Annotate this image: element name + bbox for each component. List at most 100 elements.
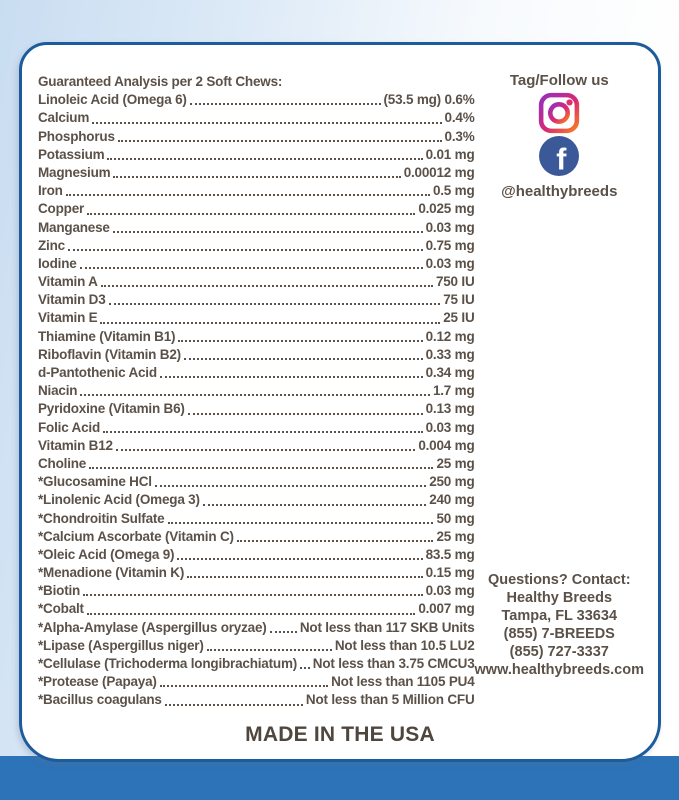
analysis-row-value: 750 IU	[435, 274, 475, 290]
guaranteed-analysis-list: Linoleic Acid (Omega 6) (53.5 mg) 0.6% C…	[38, 91, 475, 709]
analysis-row-value: 50 mg	[436, 510, 475, 526]
analysis-row-label: Vitamin E	[38, 310, 98, 326]
analysis-row: Copper 0.025 mg	[38, 200, 475, 218]
analysis-row-label: *Chondroitin Sulfate	[38, 510, 165, 526]
analysis-row-label: Iodine	[38, 255, 77, 271]
analysis-row-label: Riboflavin (Vitamin B2)	[38, 346, 181, 362]
analysis-row: *Biotin 0.03 mg	[38, 582, 475, 600]
analysis-row-value: 0.15 mg	[425, 565, 475, 581]
dotted-leader	[115, 448, 416, 451]
dotted-leader	[79, 267, 423, 270]
analysis-row: Iodine 0.03 mg	[38, 255, 475, 273]
dotted-leader	[159, 376, 423, 379]
dotted-leader	[189, 103, 381, 106]
analysis-row: Vitamin D3 75 IU	[38, 291, 475, 309]
analysis-row-value: 0.03 mg	[425, 419, 475, 435]
analysis-row: *Alpha-Amylase (Aspergillus oryzae) Not …	[38, 619, 475, 637]
analysis-row-label: Linoleic Acid (Omega 6)	[38, 92, 187, 108]
dotted-leader	[92, 121, 442, 124]
analysis-row: d-Pantothenic Acid 0.34 mg	[38, 364, 475, 382]
analysis-row-label: Phosphorus	[38, 128, 115, 144]
analysis-row: Phosphorus 0.3%	[38, 128, 475, 146]
analysis-row: Vitamin E 25 IU	[38, 309, 475, 327]
analysis-row-value: 0.34 mg	[425, 365, 475, 381]
dotted-leader	[154, 485, 427, 488]
dotted-leader	[183, 358, 423, 361]
analysis-row-label: Pyridoxine (Vitamin B6)	[38, 401, 185, 417]
guaranteed-analysis-header: Guaranteed Analysis per 2 Soft Chews:	[38, 74, 283, 89]
dotted-leader	[80, 394, 430, 397]
analysis-row: Thiamine (Vitamin B1) 0.12 mg	[38, 328, 475, 346]
analysis-row-label: Folic Acid	[38, 419, 101, 435]
analysis-row: Calcium 0.4%	[38, 109, 475, 127]
analysis-row-label: *Menadione (Vitamin K)	[38, 565, 185, 581]
analysis-row-label: *Biotin	[38, 583, 81, 599]
contact-block: Questions? Contact: Healthy Breeds Tampa…	[475, 571, 644, 679]
facebook-icon: f	[539, 136, 580, 181]
analysis-row-value: 0.5 mg	[432, 183, 475, 199]
analysis-row-label: Choline	[38, 455, 87, 471]
analysis-row-value: 250 mg	[429, 474, 475, 490]
dotted-leader	[100, 321, 441, 324]
analysis-row: Vitamin A 750 IU	[38, 273, 475, 291]
dotted-leader	[300, 667, 310, 670]
analysis-row-value: 0.007 mg	[418, 601, 475, 617]
analysis-row: Manganese 0.03 mg	[38, 219, 475, 237]
analysis-row: *Lipase (Aspergillus niger) Not less tha…	[38, 637, 475, 655]
analysis-row: *Oleic Acid (Omega 9) 83.5 mg	[38, 546, 475, 564]
dotted-leader	[177, 558, 423, 561]
social-contact-panel: Tag/Follow us	[475, 73, 644, 731]
analysis-row-value: 0.3%	[444, 128, 475, 144]
contact-company: Healthy Breeds	[506, 590, 613, 606]
social-handle: @healthybreeds	[501, 183, 618, 200]
analysis-row-value: Not less than 10.5 LU2	[334, 637, 475, 653]
analysis-row: Linoleic Acid (Omega 6) (53.5 mg) 0.6%	[38, 91, 475, 109]
analysis-row-value: 0.13 mg	[425, 401, 475, 417]
analysis-row-value: (53.5 mg) 0.6%	[383, 92, 475, 108]
analysis-row-value: 25 IU	[443, 310, 475, 326]
analysis-row-value: 0.01 mg	[425, 146, 475, 162]
analysis-row: Potassium 0.01 mg	[38, 146, 475, 164]
analysis-row-label: *Calcium Ascorbate (Vitamin C)	[38, 528, 234, 544]
analysis-row-value: Not less than 117 SKB Units	[299, 619, 475, 635]
analysis-row: Folic Acid 0.03 mg	[38, 419, 475, 437]
analysis-row-value: 0.12 mg	[425, 328, 475, 344]
analysis-row: *Cobalt 0.007 mg	[38, 600, 475, 618]
analysis-row-value: 0.4%	[444, 110, 475, 126]
contact-heading: Questions? Contact:	[487, 572, 631, 588]
analysis-row-value: 83.5 mg	[425, 546, 475, 562]
dotted-leader	[202, 503, 427, 506]
analysis-row-label: *Cellulase (Trichoderma longibrachiatum)	[38, 656, 298, 672]
analysis-row-label: Thiamine (Vitamin B1)	[38, 328, 176, 344]
contact-website: www.healthybreeds.com	[474, 662, 644, 678]
dotted-leader	[167, 521, 434, 524]
dotted-leader	[236, 539, 434, 542]
analysis-row-label: Calcium	[38, 110, 90, 126]
analysis-row: Pyridoxine (Vitamin B6) 0.13 mg	[38, 400, 475, 418]
analysis-row-label: Iron	[38, 183, 63, 199]
bottom-blue-band	[0, 756, 679, 800]
dotted-leader	[67, 248, 423, 251]
dotted-leader	[65, 194, 430, 197]
analysis-row: *Menadione (Vitamin K) 0.15 mg	[38, 564, 475, 582]
analysis-row: *Chondroitin Sulfate 50 mg	[38, 510, 475, 528]
analysis-row-label: *Bacillus coagulans	[38, 692, 162, 708]
analysis-row-value: Not less than 1105 PU4	[331, 674, 475, 690]
contact-phone-vanity: (855) 7-BREEDS	[503, 626, 615, 642]
dotted-leader	[87, 212, 416, 215]
contact-phone-number: (855) 727-3337	[509, 644, 609, 660]
analysis-row-label: Copper	[38, 201, 85, 217]
analysis-row-value: Not less than 3.75 CMCU3	[312, 656, 475, 672]
analysis-row-label: d-Pantothenic Acid	[38, 365, 157, 381]
analysis-row-value: 0.004 mg	[418, 437, 475, 453]
analysis-row-value: 1.7 mg	[432, 383, 475, 399]
dotted-leader	[178, 339, 423, 342]
analysis-row-value: Not less than 5 Million CFU	[305, 692, 475, 708]
dotted-leader	[164, 703, 303, 706]
analysis-row-value: 0.03 mg	[425, 255, 475, 271]
analysis-row: Choline 25 mg	[38, 455, 475, 473]
tag-follow-title: Tag/Follow us	[509, 72, 609, 89]
analysis-row: Niacin 1.7 mg	[38, 382, 475, 400]
label-card: Guaranteed Analysis per 2 Soft Chews: Li…	[19, 42, 661, 762]
analysis-row-label: *Cobalt	[38, 601, 84, 617]
